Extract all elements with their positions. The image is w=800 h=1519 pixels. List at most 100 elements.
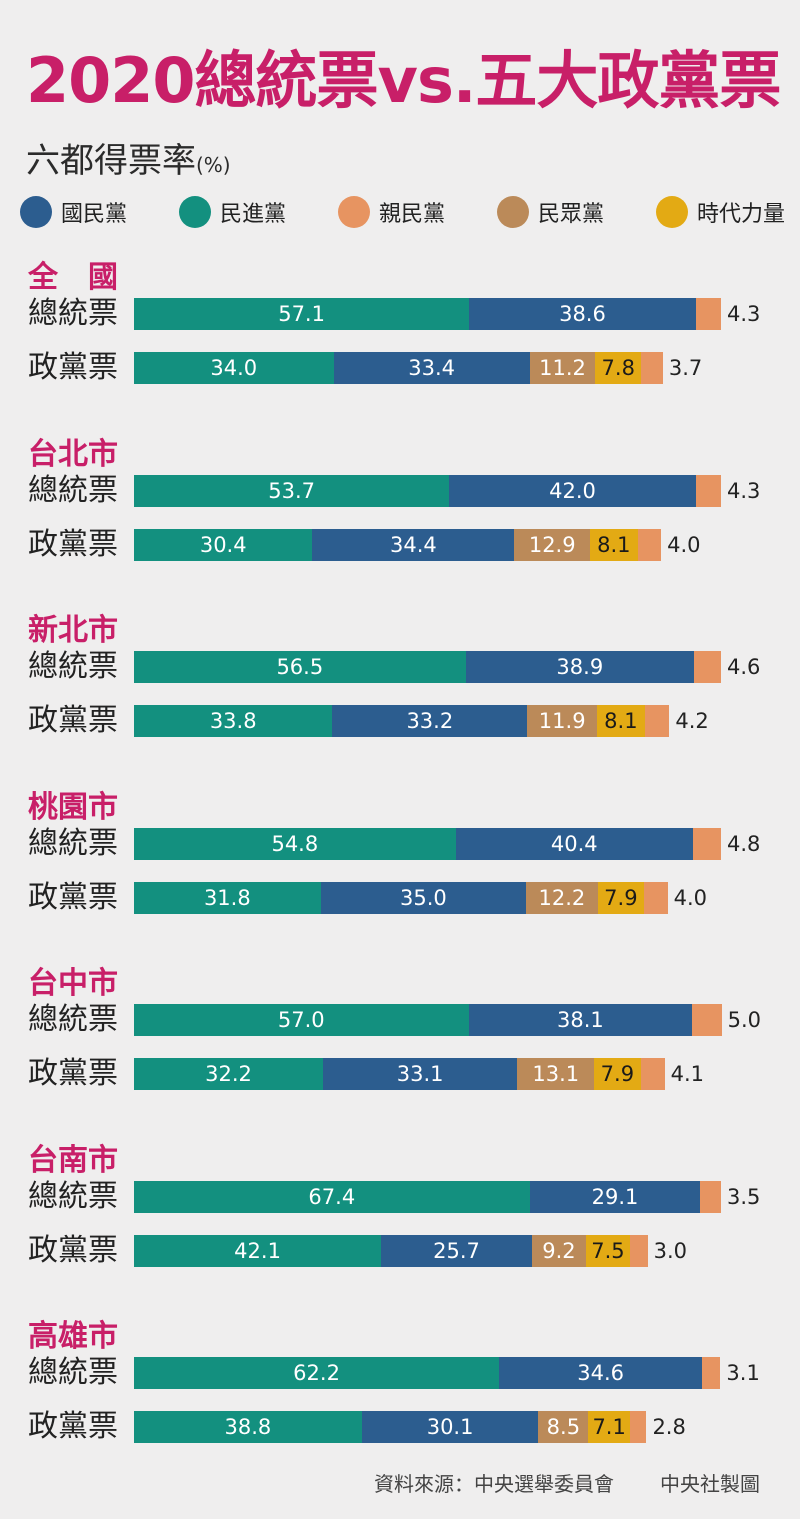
- region-5-party-segment-pfp: [629, 1234, 648, 1267]
- region-1-party-value-dpp: 30.4: [199, 532, 247, 557]
- region-6-president-label: 總統票: [28, 1355, 118, 1390]
- region-2-president-segment-pfp: [693, 651, 721, 683]
- region-1-party-value-kmt: 34.4: [390, 532, 437, 557]
- region-0-president-value-pfp: 4.3: [727, 302, 761, 326]
- region-4-president-segment-dpp: 57.0: [134, 1004, 469, 1036]
- region-3-party-value-tpp: 12.2: [538, 885, 586, 910]
- legend-label-npp: 時代力量: [696, 202, 785, 227]
- region-6-party-segment-pfp: [629, 1411, 647, 1443]
- legend-label-pfp: 親民黨: [378, 202, 445, 227]
- region-5-president-value-kmt: 29.1: [591, 1184, 639, 1209]
- region-0-party-value-npp: 7.8: [601, 356, 635, 380]
- region-1-party-segment-kmt: 34.4: [312, 528, 515, 561]
- legend-item-npp: 時代力量: [655, 196, 785, 228]
- region-2-party-segment-dpp: 33.8: [134, 705, 333, 737]
- region-6-title: 高雄市: [28, 1319, 118, 1354]
- region-1-president-value-kmt: 42.0: [549, 478, 596, 503]
- region-3-party-segment-tpp: 12.2: [526, 881, 598, 914]
- region-6-president-value-dpp: 62.2: [293, 1361, 340, 1385]
- region-0-president-bar: 57.1 38.6: [134, 298, 721, 330]
- region-1-president-segment-pfp: [695, 474, 721, 507]
- region-0-party-segment-kmt: 33.4: [333, 352, 530, 384]
- region-5-party-bar: 42.1 25.7 9.2 7.5: [134, 1234, 648, 1267]
- region-4-president-value-dpp: 57.0: [277, 1008, 325, 1032]
- region-2-party-segment-tpp: 11.9: [527, 705, 598, 737]
- region-3-party-segment-kmt: 35.0: [320, 881, 527, 914]
- legend-swatch-npp: [655, 196, 688, 228]
- region-4-party-segment-tpp: 13.1: [517, 1058, 595, 1090]
- region-4-title: 台中市: [28, 966, 118, 1001]
- region-4-party-value-dpp: 32.2: [205, 1062, 252, 1086]
- region-6-president-segment-dpp: 62.2: [134, 1357, 500, 1389]
- region-4-party-segment-pfp: [640, 1058, 665, 1090]
- region-1-party-label: 政黨票: [28, 526, 118, 562]
- region-6-party-segment-dpp: 38.8: [134, 1411, 362, 1443]
- region-5-party-value-tpp: 9.2: [542, 1238, 576, 1263]
- region-0-party-value-pfp: 3.7: [668, 356, 703, 380]
- region-2-president-segment-dpp: 56.5: [134, 651, 466, 683]
- region-3-party-value-dpp: 31.8: [203, 885, 251, 910]
- region-2-party-value-pfp: 4.2: [675, 709, 709, 733]
- region-5-president-segment-kmt: 29.1: [529, 1180, 701, 1213]
- region-0-president-label: 總統票: [28, 296, 118, 331]
- region-2-party-segment-pfp: [644, 705, 670, 737]
- region-2-party-value-npp: 8.1: [604, 709, 638, 733]
- region-2-president-value-dpp: 56.5: [276, 655, 324, 679]
- legend: 國民黨 民進黨 親民黨 民眾黨 時代力量: [20, 192, 785, 232]
- region-0-party-segment-dpp: 34.0: [134, 352, 334, 384]
- region-6-party-label: 政黨票: [28, 1409, 118, 1444]
- region-2-title: 新北市: [28, 613, 118, 648]
- region-4-president-label: 總統票: [28, 1002, 118, 1037]
- region-1-party-value-pfp: 4.0: [667, 532, 701, 557]
- region-5-party-value-pfp: 3.0: [653, 1238, 688, 1263]
- region-4-president-value-pfp: 5.0: [727, 1008, 761, 1032]
- region-3-president-bar: 54.8 40.4: [134, 827, 721, 860]
- region-0-president-value-kmt: 38.6: [559, 302, 606, 326]
- region-3-president-value-pfp: 4.8: [727, 831, 761, 856]
- region-3-president-value-dpp: 54.8: [271, 831, 319, 856]
- region-3-party-segment-dpp: 31.8: [134, 881, 321, 914]
- region-2-president-value-pfp: 4.6: [727, 655, 761, 679]
- region-5-president-label: 總統票: [28, 1178, 118, 1214]
- region-6-president-segment-kmt: 34.6: [499, 1357, 703, 1389]
- region-0-party-segment-npp: 7.8: [595, 352, 642, 384]
- region-0-party-value-tpp: 11.2: [539, 356, 586, 380]
- subtitle-text: 六都得票率: [26, 141, 196, 181]
- region-3-party-segment-pfp: [644, 881, 668, 914]
- region-0-party-value-dpp: 34.0: [210, 356, 258, 380]
- region-5-party-value-dpp: 42.1: [234, 1238, 281, 1263]
- region-5-title: 台南市: [28, 1142, 118, 1178]
- region-4-party-value-pfp: 4.1: [670, 1062, 705, 1086]
- region-3-president-segment-pfp: [692, 827, 721, 860]
- region-3-party-value-npp: 7.9: [604, 885, 638, 910]
- legend-swatch-dpp: [178, 196, 211, 228]
- region-2-party-value-tpp: 11.9: [538, 709, 586, 733]
- legend-label-dpp: 民進黨: [219, 202, 286, 227]
- region-5-party-segment-kmt: 25.7: [381, 1234, 532, 1267]
- region-1-party-bar: 30.4 34.4 12.9 8.1: [134, 528, 662, 561]
- region-1-president-label: 總統票: [28, 472, 118, 508]
- region-2-party-label: 政黨票: [28, 703, 118, 738]
- region-6-party-segment-kmt: 30.1: [361, 1411, 539, 1443]
- region-6-party-segment-npp: 7.1: [588, 1411, 630, 1443]
- legend-swatch-pfp: [337, 196, 370, 228]
- region-1-president-segment-kmt: 42.0: [449, 474, 696, 507]
- region-3-party-bar: 31.8 35.0 12.2 7.9: [134, 881, 668, 914]
- region-1-president-segment-dpp: 53.7: [134, 474, 450, 507]
- region-4-party-value-tpp: 13.1: [532, 1062, 580, 1086]
- region-1-president-value-dpp: 53.7: [268, 478, 315, 503]
- region-1-party-segment-tpp: 12.9: [514, 528, 591, 561]
- source-line: 資料來源：中央選舉委員會 中央社製圖: [374, 1468, 760, 1497]
- region-0-president-value-dpp: 57.1: [278, 302, 325, 326]
- region-5-president-segment-dpp: 67.4: [134, 1180, 530, 1213]
- region-5-party-label: 政黨票: [28, 1232, 118, 1268]
- region-6-party-segment-tpp: 8.5: [538, 1411, 589, 1443]
- region-0-party-segment-pfp: [641, 352, 663, 384]
- region-5-party-segment-tpp: 9.2: [531, 1234, 586, 1267]
- region-2-party-segment-npp: 8.1: [597, 705, 645, 737]
- region-4-president-segment-pfp: [692, 1004, 722, 1036]
- region-3-president-segment-dpp: 54.8: [134, 827, 456, 860]
- region-2-party-bar: 33.8 33.2 11.9 8.1: [134, 705, 670, 737]
- region-4-president-bar: 57.0 38.1: [134, 1004, 722, 1036]
- region-4-party-bar: 32.2 33.1 13.1 7.9: [134, 1058, 665, 1090]
